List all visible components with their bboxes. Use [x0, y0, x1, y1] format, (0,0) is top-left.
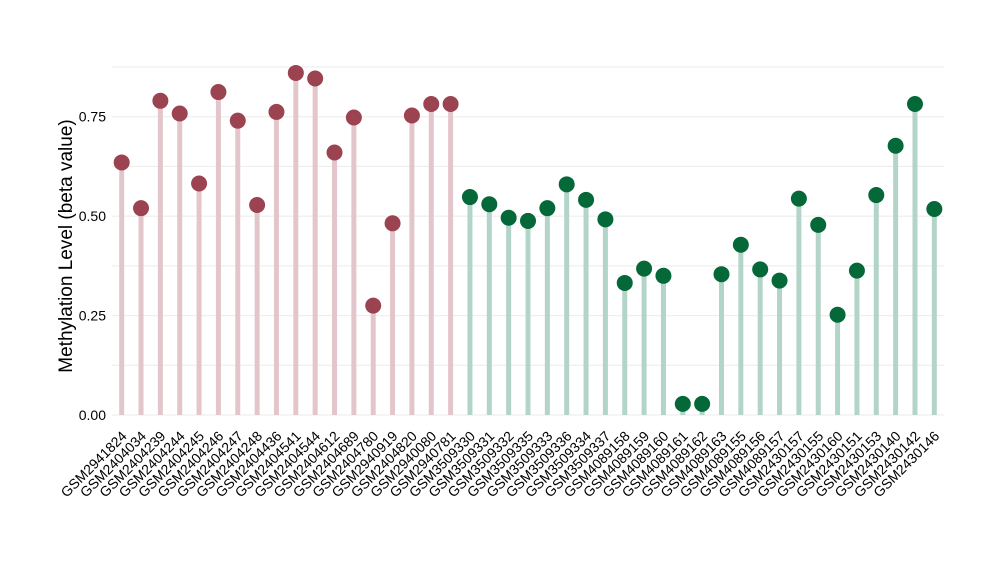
lollipop-point [694, 395, 711, 412]
lollipop-point [249, 197, 266, 213]
lollipop-point [210, 84, 227, 101]
lollipop-point [345, 109, 362, 126]
lollipop-point [268, 103, 285, 120]
lollipop-point [810, 216, 827, 233]
lollipop-point [578, 191, 595, 208]
y-tick-label: 0.25 [79, 308, 106, 324]
lollipop-point [539, 200, 556, 217]
lollipop-point [790, 190, 807, 207]
y-tick-label: 0.00 [79, 407, 106, 423]
lollipop-point [868, 187, 885, 204]
lollipop-point [287, 64, 304, 81]
y-tick-label: 0.75 [79, 109, 106, 125]
lollipop-point [616, 274, 633, 291]
lollipop-point [926, 200, 943, 217]
lollipop-point [461, 189, 478, 206]
lollipop-point [887, 137, 904, 154]
lollipop-point [442, 95, 459, 112]
y-axis-label: Methylation Level (beta value) [56, 119, 77, 372]
lollipop-point [152, 92, 169, 109]
lollipop-point [713, 266, 730, 283]
lollipop-point [829, 306, 846, 323]
y-tick-label: 0.50 [79, 208, 106, 224]
lollipop-point [520, 212, 536, 229]
lollipop-point [906, 95, 923, 112]
lollipop-point [133, 200, 150, 217]
lollipop-point [229, 112, 246, 129]
stems [119, 72, 937, 415]
y-axis: 0.00 0.25 0.50 0.75 [79, 109, 106, 423]
lollipop-point [636, 260, 653, 277]
lollipop-point [113, 154, 130, 171]
lollipop-point [674, 395, 691, 412]
lollipop-point [365, 297, 382, 314]
lollipop-point [423, 95, 440, 112]
lollipop-point [307, 70, 324, 87]
lollipop-point [771, 272, 788, 289]
lollipop-point [403, 107, 420, 124]
lollipop-point [848, 262, 865, 279]
lollipop-point [326, 144, 343, 161]
lollipop-point [597, 211, 614, 228]
lollipop-point [191, 175, 208, 192]
lollipop-point [481, 196, 498, 213]
lollipop-point [558, 176, 575, 193]
lollipop-point [384, 215, 401, 232]
lollipop-point [752, 261, 769, 278]
lollipop-point [655, 267, 672, 284]
lollipop-point [500, 209, 517, 226]
x-axis: GSM2941824GSM2404034GSM2404239GSM2404244… [57, 428, 942, 501]
lollipop-point [732, 236, 749, 253]
points [113, 64, 943, 412]
lollipop-point [171, 105, 188, 122]
